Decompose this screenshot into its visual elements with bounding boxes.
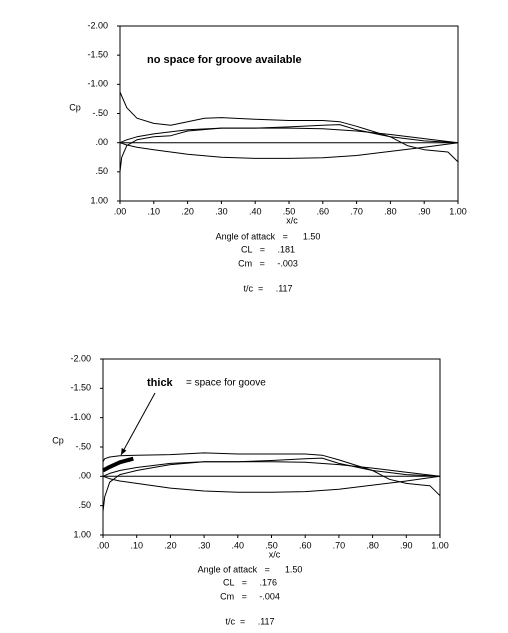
y-tick-label: .50 [95, 166, 108, 176]
cp-curve [102, 457, 441, 512]
y-tick-label: 1.00 [90, 195, 108, 205]
x-tick-label: .20 [164, 540, 177, 550]
y-tick-label: .00 [78, 471, 91, 481]
y-tick-label: -1.50 [87, 50, 108, 60]
x-tick-label: 1.00 [449, 206, 467, 216]
stat-line: t/c = .117 [243, 283, 292, 293]
cp-curve [119, 91, 459, 163]
x-tick-label: .20 [181, 206, 194, 216]
cp-curve [102, 456, 134, 473]
annotation-arrow [120, 392, 156, 456]
y-tick-label: 1.00 [73, 529, 91, 539]
x-tick-label: .80 [366, 540, 379, 550]
stat-line: Cm = -.004 [220, 591, 280, 601]
y-axis-label: Cp [52, 435, 64, 445]
x-tick-label: .10 [130, 540, 143, 550]
x-tick-label: 1.00 [431, 540, 449, 550]
x-tick-label: .40 [249, 206, 262, 216]
y-axis-label: Cp [69, 102, 81, 112]
x-axis-label: x/c [269, 549, 281, 559]
y-tick-label: -1.00 [70, 412, 91, 422]
x-axis-label: x/c [286, 215, 298, 225]
x-tick-label: .50 [283, 206, 296, 216]
x-tick-label: .00 [97, 540, 110, 550]
x-tick-label: .10 [148, 206, 161, 216]
cp-curve [119, 142, 459, 159]
stat-line: Angle of attack = 1.50 [198, 564, 303, 574]
x-tick-label: .30 [215, 206, 228, 216]
annotation: thick [147, 377, 174, 389]
y-tick-label: -2.00 [70, 353, 91, 363]
stat-line: t/c = .117 [225, 616, 274, 626]
cp-curve [102, 461, 441, 477]
y-tick-label: -.50 [92, 108, 108, 118]
x-tick-label: .50 [265, 540, 278, 550]
x-tick-label: .60 [299, 540, 312, 550]
y-tick-label: -.50 [75, 441, 91, 451]
cp-curve [119, 127, 459, 144]
x-tick-label: .70 [350, 206, 363, 216]
plot-frame [119, 25, 459, 202]
x-tick-label: .00 [114, 206, 127, 216]
x-tick-label: .40 [232, 540, 245, 550]
cp-curve [102, 452, 441, 497]
annotation-note: = space for goove [186, 378, 266, 389]
y-tick-label: -1.50 [70, 383, 91, 393]
x-tick-label: .80 [384, 206, 397, 216]
annotation: no space for groove available [147, 54, 302, 66]
x-tick-label: .90 [400, 540, 413, 550]
cp-curve [102, 475, 441, 493]
stat-line: Cm = -.003 [238, 258, 298, 268]
y-tick-label: -2.00 [87, 20, 108, 30]
y-tick-label: .00 [95, 137, 108, 147]
x-tick-label: .60 [317, 206, 330, 216]
stat-line: Angle of attack = 1.50 [216, 231, 321, 241]
annotation-arrowhead [121, 448, 127, 455]
x-tick-label: .30 [198, 540, 211, 550]
y-tick-label: -1.00 [87, 79, 108, 89]
x-tick-label: .70 [333, 540, 346, 550]
y-tick-label: .50 [78, 500, 91, 510]
stat-line: CL = .176 [223, 577, 277, 587]
stat-line: CL = .181 [241, 244, 295, 254]
x-tick-label: .90 [418, 206, 431, 216]
